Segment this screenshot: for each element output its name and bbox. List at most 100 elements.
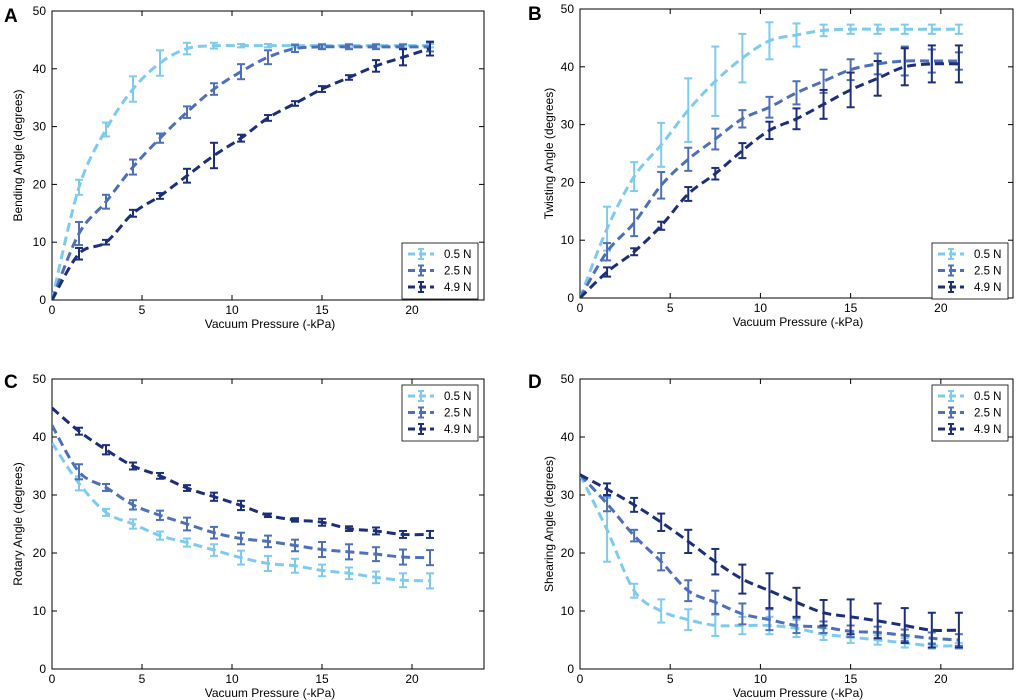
error-bar [657, 552, 666, 572]
x-tick-label-d: 10 [754, 672, 768, 686]
error-bar [318, 517, 326, 527]
error-bar [210, 543, 218, 557]
series-b-2 [580, 44, 963, 298]
error-bar [237, 42, 245, 49]
plot-frame-b [579, 8, 1014, 299]
error-bar [156, 509, 164, 521]
error-bar [156, 132, 164, 144]
x-tick-label-b: 10 [754, 301, 768, 315]
legend-label: 0.5 N [974, 391, 1002, 403]
error-bar [129, 461, 137, 471]
y-tick-label-a: 0 [39, 293, 46, 307]
error-bar [183, 41, 191, 56]
error-bar [711, 547, 720, 576]
legend-d: 0.5 N 2.5 N 4.9 N [931, 384, 1009, 442]
series-c-1 [52, 424, 434, 567]
error-bar [630, 247, 639, 257]
x-tick-label-a: 15 [315, 303, 329, 317]
legend-item: 4.9 N [938, 423, 1002, 436]
error-bar [372, 43, 380, 51]
error-bar [102, 482, 110, 492]
error-bar [291, 44, 299, 54]
error-bar [318, 85, 326, 93]
error-bar [630, 528, 639, 543]
error-bar [657, 512, 666, 532]
x-tick-label-c: 5 [139, 672, 146, 686]
legend-item: 0.5 N [408, 390, 472, 403]
x-tick-label-c: 0 [49, 672, 56, 686]
x-tick-label-d: 15 [844, 672, 858, 686]
error-bar [399, 48, 407, 67]
x-tick-label-b: 5 [667, 301, 674, 315]
error-bar [210, 82, 218, 96]
legend-item: 2.5 N [408, 406, 472, 420]
legend-label: 0.5 N [444, 391, 472, 403]
error-bar [210, 41, 218, 50]
error-bar [684, 77, 693, 143]
error-bar [684, 146, 693, 172]
error-bar [630, 161, 639, 193]
x-axis-title-c: Vacuum Pressure (-kPa) [205, 686, 335, 700]
error-bar [318, 540, 326, 559]
x-tick-label-a: 0 [49, 303, 56, 317]
y-tick-label-c: 50 [33, 372, 47, 386]
legend-item: 4.9 N [408, 281, 472, 294]
error-bar [792, 80, 801, 106]
error-bar [318, 563, 326, 578]
error-bar [75, 246, 83, 261]
y-tick-label-c: 10 [33, 604, 47, 618]
error-bar [237, 531, 245, 546]
error-bar [765, 95, 774, 119]
legend-item: 0.5 N [938, 248, 1002, 261]
y-tick-label-b: 50 [561, 2, 575, 16]
error-bar [927, 23, 936, 35]
error-bar [792, 586, 801, 618]
error-bar [738, 602, 747, 626]
error-bar [399, 529, 407, 539]
legend-item: 4.9 N [408, 423, 472, 436]
legend-c: 0.5 N 2.5 N 4.9 N [401, 384, 479, 442]
error-bar [426, 40, 434, 57]
y-tick-label-b: 40 [561, 60, 575, 74]
panel-label-d: D [528, 372, 542, 393]
error-bar [792, 107, 801, 131]
error-bar [765, 572, 774, 610]
error-bar [102, 121, 110, 138]
error-bar [183, 105, 191, 119]
error-bar [183, 167, 191, 184]
error-bar [873, 602, 882, 640]
y-tick-label-a: 40 [33, 62, 47, 76]
panel-label-a: A [4, 6, 18, 27]
x-tick-label-c: 20 [405, 672, 419, 686]
error-bar [291, 517, 299, 523]
error-bar [264, 114, 272, 122]
error-bar [738, 109, 747, 129]
error-bar [129, 158, 137, 176]
error-bar [102, 238, 110, 246]
error-bar [657, 121, 666, 168]
error-bar [711, 166, 720, 181]
plot-frame-c [51, 378, 485, 670]
error-bar [291, 538, 299, 553]
series-c-0 [52, 441, 434, 590]
error-bar [711, 45, 720, 117]
legend-label: 0.5 N [444, 249, 472, 261]
series-line-d-2 [580, 473, 959, 632]
error-bar [846, 71, 855, 109]
error-bar [264, 42, 272, 49]
error-bar [183, 516, 191, 532]
series-line-a-2 [52, 47, 431, 300]
legend-label: 4.9 N [444, 424, 472, 436]
error-bar [657, 170, 666, 200]
error-bar [372, 59, 380, 73]
error-bar [399, 548, 407, 566]
error-bar [819, 23, 828, 38]
legend-label: 0.5 N [974, 249, 1002, 261]
error-bar [102, 193, 110, 210]
y-tick-label-d: 10 [561, 604, 575, 618]
plot-frame-a [51, 10, 485, 301]
error-bar [210, 525, 218, 540]
error-bar [630, 496, 639, 513]
error-bar [873, 60, 882, 97]
legend-label: 4.9 N [974, 282, 1002, 294]
